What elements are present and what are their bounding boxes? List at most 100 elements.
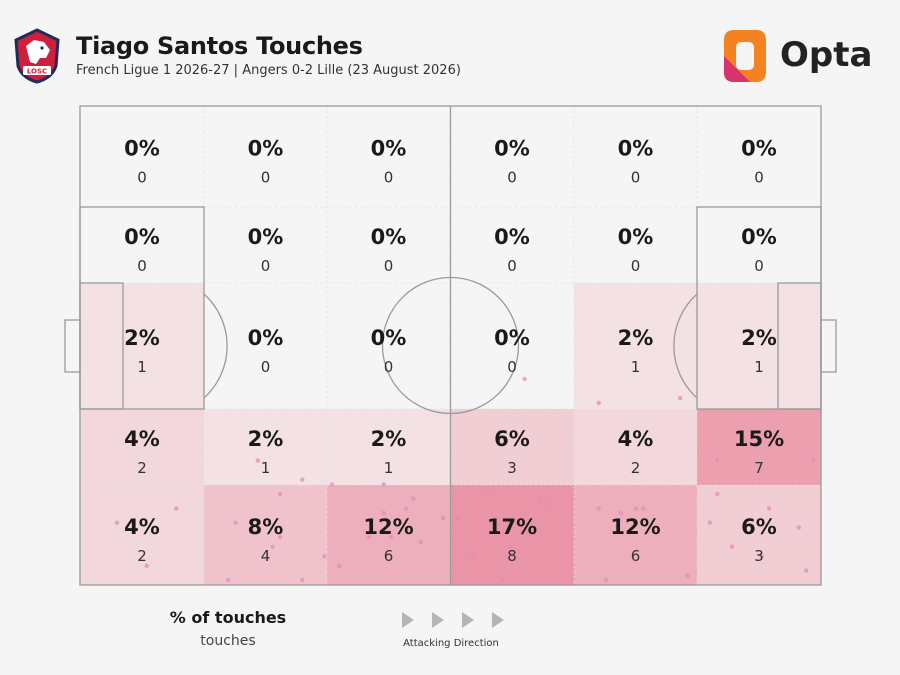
zone-count-label: 0	[261, 358, 271, 376]
direction-arrow-icon	[432, 612, 444, 628]
touch-point	[804, 568, 809, 573]
zone-count-label: 6	[631, 547, 641, 565]
zone-percentage-label: 0%	[248, 225, 284, 249]
direction-arrow-icon	[492, 612, 504, 628]
zone-percentage-label: 2%	[248, 427, 284, 451]
heat-zone	[574, 283, 697, 409]
zone-percentage-label: 0%	[124, 137, 160, 161]
zone-percentage-label: 0%	[741, 137, 777, 161]
zone-percentage-label: 12%	[610, 515, 660, 539]
zone-count-label: 4	[261, 547, 271, 565]
touch-point	[507, 544, 512, 549]
zone-percentage-label: 4%	[124, 515, 160, 539]
zone-count-label: 3	[754, 547, 764, 565]
zone-count-label: 0	[631, 257, 641, 275]
touch-point	[300, 578, 305, 583]
heat-zone	[574, 409, 697, 485]
touch-point	[522, 376, 527, 382]
heat-zone	[574, 485, 697, 585]
zone-count-label: 1	[137, 358, 147, 376]
zone-percentage-label: 15%	[734, 427, 784, 451]
zone-count-label: 2	[137, 547, 147, 565]
zone-count-label: 0	[507, 169, 517, 187]
touch-point	[381, 510, 386, 516]
zone-percentage-label: 0%	[248, 326, 284, 350]
zone-count-label: 0	[507, 358, 517, 376]
zone-percentage-label: 0%	[248, 137, 284, 161]
touch-point	[300, 477, 305, 482]
zone-count-label: 1	[754, 358, 764, 376]
pitch-markings	[64, 105, 837, 586]
zone-count-label: 0	[137, 257, 147, 275]
heat-zone	[80, 485, 204, 585]
touch-point	[537, 496, 542, 501]
right-goal	[820, 319, 837, 373]
touch-point	[329, 482, 335, 487]
zone-count-label: 2	[631, 459, 641, 477]
touch-point	[596, 506, 601, 511]
touch-point	[729, 544, 735, 549]
zone-percentage-label: 17%	[487, 515, 537, 539]
left-penalty-arc	[203, 293, 228, 399]
direction-arrow-icon	[462, 612, 474, 628]
touch-point	[796, 525, 801, 530]
opta-brand: Opta	[720, 26, 873, 86]
touch-point	[759, 554, 764, 559]
zone-percentage-label: 2%	[618, 326, 654, 350]
heatmap-zones	[80, 283, 821, 585]
touch-point	[766, 506, 772, 511]
heat-zone	[697, 283, 821, 409]
touch-dots	[114, 376, 816, 583]
brand-name: Opta	[780, 35, 873, 75]
heat-zone	[697, 409, 821, 485]
chart-title: Tiago Santos Touches	[76, 32, 363, 60]
zone-percentage-label: 4%	[124, 427, 160, 451]
zone-percentage-label: 0%	[494, 137, 530, 161]
touch-point	[485, 487, 490, 492]
touch-point	[544, 501, 549, 506]
zone-count-label: 0	[137, 169, 147, 187]
touch-point	[603, 578, 609, 583]
centre-circle	[381, 276, 520, 415]
touch-point	[440, 515, 446, 521]
zone-count-label: 0	[261, 257, 271, 275]
touch-point	[618, 510, 624, 516]
zone-count-label: 6	[384, 547, 394, 565]
touch-point	[455, 515, 461, 521]
touch-point	[678, 396, 683, 401]
zone-count-label: 0	[631, 169, 641, 187]
touch-point	[418, 539, 424, 545]
heat-zone	[697, 485, 821, 585]
zone-percentage-label: 0%	[618, 137, 654, 161]
zone-percentage-label: 0%	[371, 326, 407, 350]
touch-point	[233, 520, 238, 525]
header: LOSC Tiago Santos Touches French Ligue 1…	[0, 0, 900, 95]
heat-zone	[327, 409, 450, 485]
heat-zone	[450, 485, 574, 585]
heat-zone	[450, 409, 574, 485]
touch-point	[470, 554, 475, 559]
touch-point	[596, 400, 601, 406]
heat-zone	[80, 283, 204, 409]
zone-count-label: 3	[507, 459, 517, 477]
zone-count-label: 0	[754, 169, 764, 187]
touch-point	[270, 544, 275, 549]
chart-subtitle: French Ligue 1 2026-27 | Angers 0-2 Lill…	[76, 63, 461, 78]
attacking-direction-arrows	[402, 612, 504, 628]
zone-count-label: 0	[261, 169, 271, 187]
zone-count-label: 0	[384, 169, 394, 187]
zone-percentage-label: 2%	[741, 326, 777, 350]
touch-point	[500, 578, 505, 583]
direction-arrow-icon	[402, 612, 414, 628]
zone-percentage-label: 2%	[124, 326, 160, 350]
touch-point	[144, 563, 149, 568]
touch-point	[277, 491, 283, 497]
legend-title: % of touches	[169, 608, 287, 627]
legend-subtitle: touches	[200, 633, 256, 649]
zone-percentage-label: 6%	[494, 427, 530, 451]
zone-count-label: 7	[754, 459, 764, 477]
touch-point	[715, 458, 720, 463]
zone-percentage-label: 4%	[618, 427, 654, 451]
zone-percentage-label: 2%	[371, 427, 407, 451]
